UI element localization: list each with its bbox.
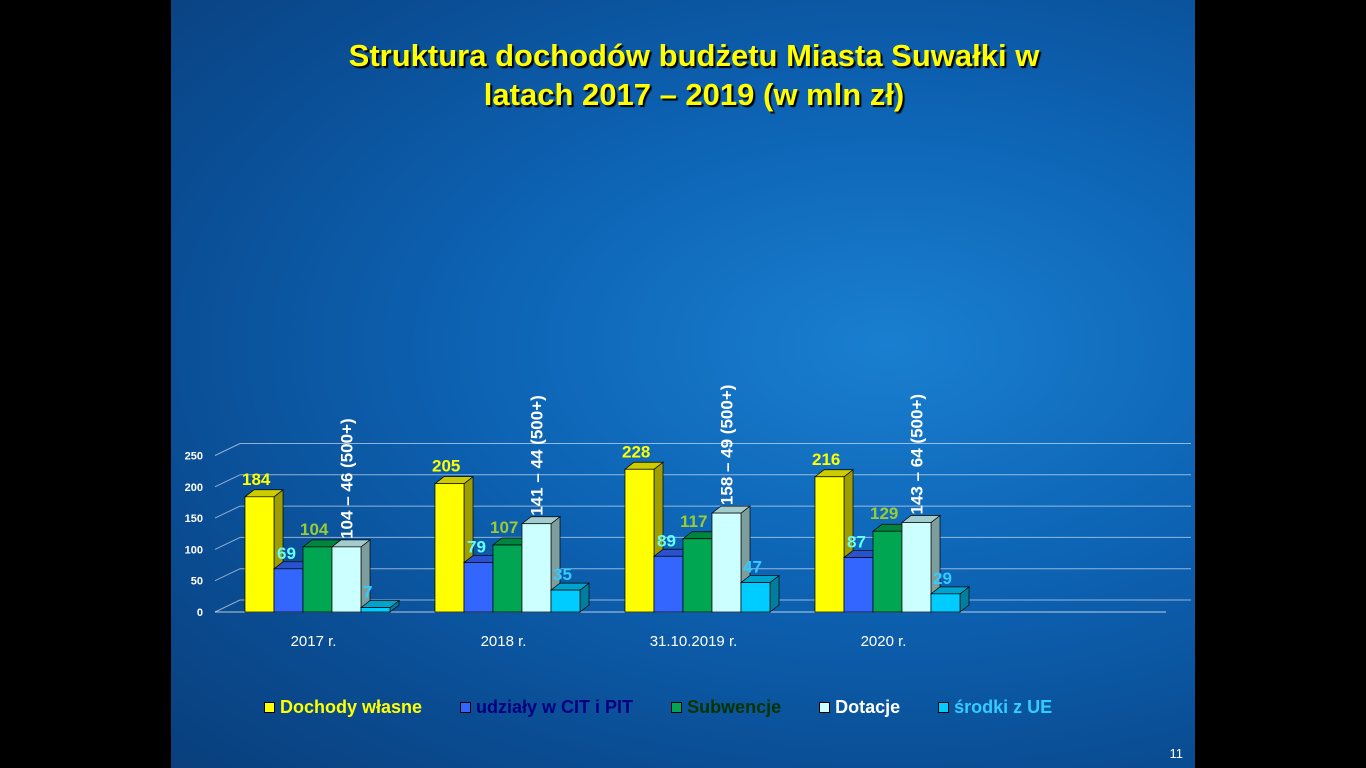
data-label: 205 xyxy=(432,457,460,476)
data-label: 143 – 64 (500+) xyxy=(908,394,927,515)
legend-swatch xyxy=(460,702,472,713)
data-label: 47 xyxy=(743,558,762,577)
slide: Struktura dochodów budżetu Miasta Suwałk… xyxy=(171,0,1195,768)
legend-label: Subwencje xyxy=(687,697,782,717)
bar xyxy=(711,512,742,613)
legend-label: środki z UE xyxy=(954,697,1053,717)
legend-item: Dotacje xyxy=(819,697,900,718)
data-label: 107 xyxy=(490,518,518,537)
chart-title-line-1: Struktura dochodów budżetu Miasta Suwałk… xyxy=(348,38,1040,73)
bar xyxy=(740,582,771,613)
chart-title-line-2: latach 2017 – 2019 (w mln zł) xyxy=(483,77,905,112)
bar xyxy=(653,555,684,613)
data-label: 216 xyxy=(812,450,840,469)
legend-swatch xyxy=(819,702,831,713)
data-label: 129 xyxy=(870,504,898,523)
bar xyxy=(843,557,874,613)
bar xyxy=(273,568,304,613)
y-tick-label: 50 xyxy=(191,576,203,588)
legend-swatch xyxy=(264,702,275,713)
legend-label: Dotacje xyxy=(835,697,901,717)
grid-diagonal xyxy=(214,599,241,613)
grid-diagonal xyxy=(214,505,241,519)
data-label: 79 xyxy=(467,538,486,557)
grid-diagonal xyxy=(214,474,241,488)
y-tick-label: 0 xyxy=(197,607,203,619)
bar xyxy=(302,546,333,613)
bar xyxy=(901,522,932,613)
bar xyxy=(814,476,845,613)
y-tick-label: 200 xyxy=(185,482,203,494)
data-label: 158 – 49 (500+) xyxy=(718,385,737,506)
page-number: 11 xyxy=(1169,746,1184,761)
legend-item: środki z UE xyxy=(938,697,1052,718)
data-label: 35 xyxy=(553,565,572,584)
chart-title: Struktura dochodów budżetu Miasta Suwałk… xyxy=(171,36,1195,114)
x-tick-label: 2020 r. xyxy=(861,633,907,650)
data-label: 87 xyxy=(847,533,866,552)
bar xyxy=(624,468,655,613)
grid-diagonal xyxy=(214,443,241,456)
y-tick-label: 100 xyxy=(185,544,203,556)
x-tick-label: 31.10.2019 r. xyxy=(650,633,738,650)
bar xyxy=(434,483,465,613)
data-label: 89 xyxy=(657,531,676,550)
x-tick-label: 2017 r. xyxy=(291,633,337,650)
grid-diagonal xyxy=(214,568,241,582)
data-label: 104 xyxy=(300,520,329,539)
data-label: 228 xyxy=(622,442,650,461)
legend-swatch xyxy=(938,702,950,713)
data-label: 184 xyxy=(242,470,271,489)
bar xyxy=(331,546,362,613)
legend-item: Dochody własne xyxy=(264,697,422,718)
bar xyxy=(360,607,391,613)
bar xyxy=(244,496,275,613)
x-tick-label: 2018 r. xyxy=(481,633,527,650)
grid-diagonal xyxy=(214,536,241,550)
legend-label: Dochody własne xyxy=(280,697,423,717)
y-tick-label: 250 xyxy=(185,451,203,463)
bar xyxy=(463,562,494,613)
bar xyxy=(521,523,552,613)
bar xyxy=(682,538,713,613)
data-label: 69 xyxy=(277,544,296,563)
legend-swatch xyxy=(671,702,683,713)
data-label: 104 – 46 (500+) xyxy=(338,418,357,539)
legend-item: udziały w CIT i PIT xyxy=(460,697,633,718)
chart-legend: Dochody własne udziały w CIT i PIT Subwenc… xyxy=(264,697,1090,718)
data-label: 141 – 44 (500+) xyxy=(528,395,547,516)
bar xyxy=(930,593,961,613)
bar xyxy=(550,589,581,613)
data-label: 29 xyxy=(933,569,952,588)
y-tick-label: 150 xyxy=(185,513,203,525)
bar xyxy=(492,544,523,613)
data-label: 117 xyxy=(680,512,707,531)
data-label: 7 xyxy=(363,583,372,602)
legend-item: Subwencje xyxy=(671,697,781,718)
legend-label: udziały w CIT i PIT xyxy=(476,697,634,717)
bar xyxy=(872,530,903,613)
